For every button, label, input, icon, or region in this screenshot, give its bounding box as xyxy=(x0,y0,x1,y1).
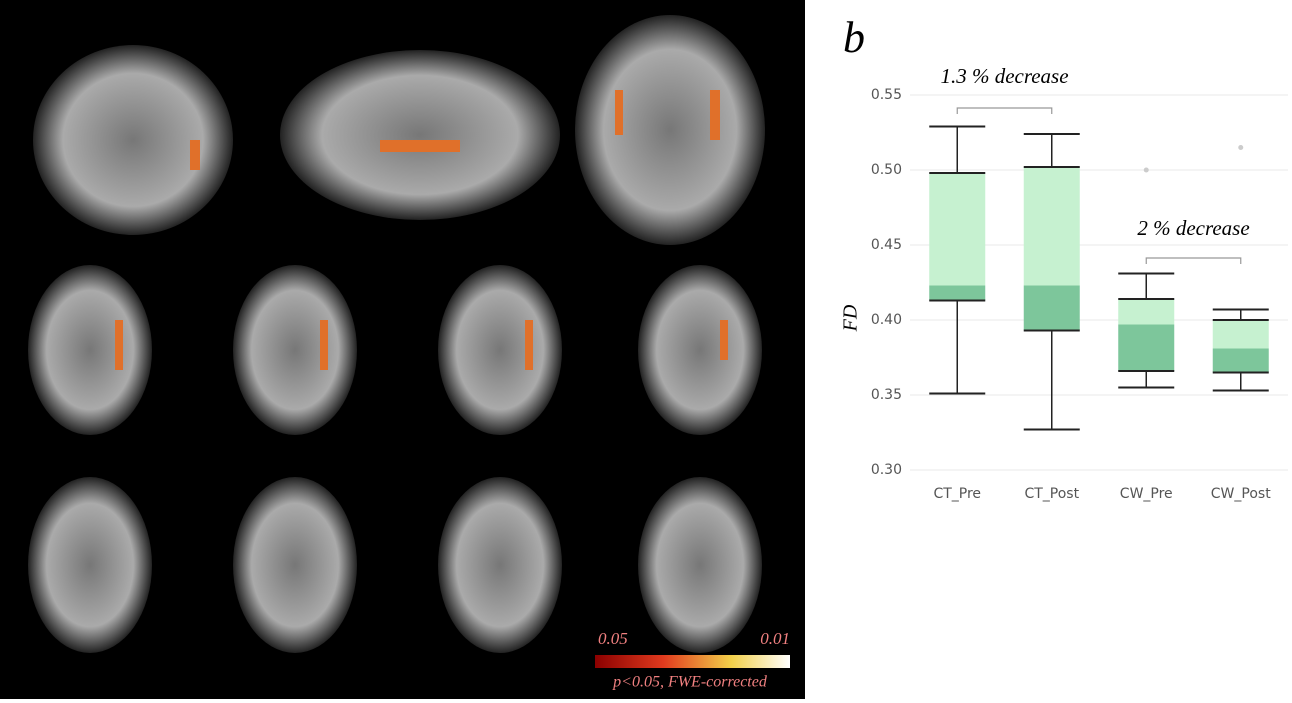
brain-row-3 xyxy=(28,477,762,653)
outlier xyxy=(1143,167,1149,173)
bracket xyxy=(1145,257,1242,264)
box-upper xyxy=(929,173,986,286)
y-axis-label: FD xyxy=(840,304,862,332)
box-upper xyxy=(1118,299,1175,325)
colorbar-label: 0.05 xyxy=(598,629,628,648)
x-tick-label: CT_Post xyxy=(1024,486,1079,502)
y-tick-label: 0.55 xyxy=(871,87,902,103)
box-lower xyxy=(1023,285,1080,331)
y-tick-label: 0.50 xyxy=(871,162,902,178)
panel-label: b xyxy=(843,13,865,62)
brain-axial xyxy=(575,15,765,245)
box-upper xyxy=(1212,320,1269,349)
box-upper xyxy=(1023,167,1080,286)
brain-coronal xyxy=(33,45,233,235)
colorbar-label: 0.01 xyxy=(760,629,790,648)
y-tick-label: 0.40 xyxy=(871,312,902,328)
x-tick-label: CW_Post xyxy=(1211,486,1271,502)
annotation: 1.3 % decrease xyxy=(940,64,1068,88)
box-lower xyxy=(929,285,986,301)
brain-panel: 0.05 0.01 p<0.05, FWE-corrected xyxy=(0,0,805,699)
box-lower xyxy=(1212,348,1269,373)
box-lower xyxy=(1118,324,1175,371)
brain-sagittal xyxy=(280,50,560,220)
bracket xyxy=(956,107,1053,114)
outlier xyxy=(1238,145,1244,150)
colorbar xyxy=(595,655,790,668)
plot: 0.30 0.35 0.40 0.45 0.50 0.55 CT_Pre CT_Post CW_… xyxy=(871,64,1288,502)
annotation: 2 % decrease xyxy=(1137,216,1249,240)
x-tick-label: CT_Pre xyxy=(933,486,981,502)
y-tick-label: 0.35 xyxy=(871,387,902,403)
colorbar-caption: p<0.05, FWE-corrected xyxy=(612,674,768,691)
brain-row-2 xyxy=(28,265,762,435)
x-tick-label: CW_Pre xyxy=(1120,486,1173,502)
y-tick-label: 0.45 xyxy=(871,237,902,253)
y-tick-label: 0.30 xyxy=(871,462,902,478)
